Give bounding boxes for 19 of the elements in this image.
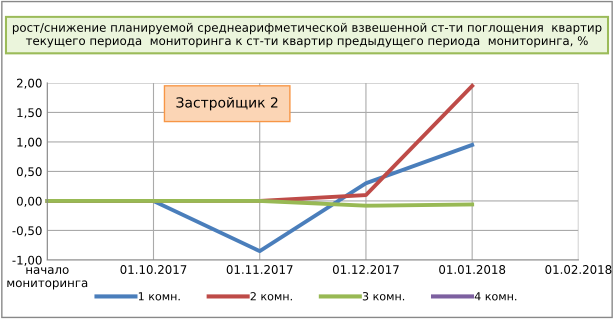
- y-tick-label: -1,00: [12, 256, 42, 266]
- annotation: Застройщик 2: [176, 97, 278, 110]
- legend-label: 3 комн.: [362, 292, 404, 300]
- x-tick-label: 01.11.2017: [226, 265, 293, 274]
- y-tick-label: 1,50: [17, 108, 42, 118]
- x-tick-label: 01.12.2017: [332, 265, 399, 274]
- legend-label: 2 комн.: [250, 292, 292, 300]
- y-tick-label: 1,00: [17, 138, 42, 148]
- x-tick-label: 01.10.2017: [120, 265, 186, 274]
- y-tick-label: -0,50: [12, 226, 42, 236]
- y-tick-label: 2,00: [16, 78, 42, 89]
- chart-title: рост/снижение планируемой среднеарифметической взвешенной ст-ти поглощения квартир текущего периода мониторинга к ст-ти квартир предыдущего периода мониторинга, %: [12, 22, 602, 48]
- y-tick-label: 0,00: [16, 196, 42, 207]
- legend-label: 4 комн.: [474, 292, 516, 300]
- x-tick-label: начало мониторинга: [7, 267, 88, 290]
- x-tick-label: 01.02.2018: [545, 265, 612, 274]
- x-tick-label: 01.01.2018: [439, 265, 506, 274]
- y-tick-label: 0,50: [16, 167, 42, 178]
- legend-label: 1 комн.: [138, 292, 180, 300]
